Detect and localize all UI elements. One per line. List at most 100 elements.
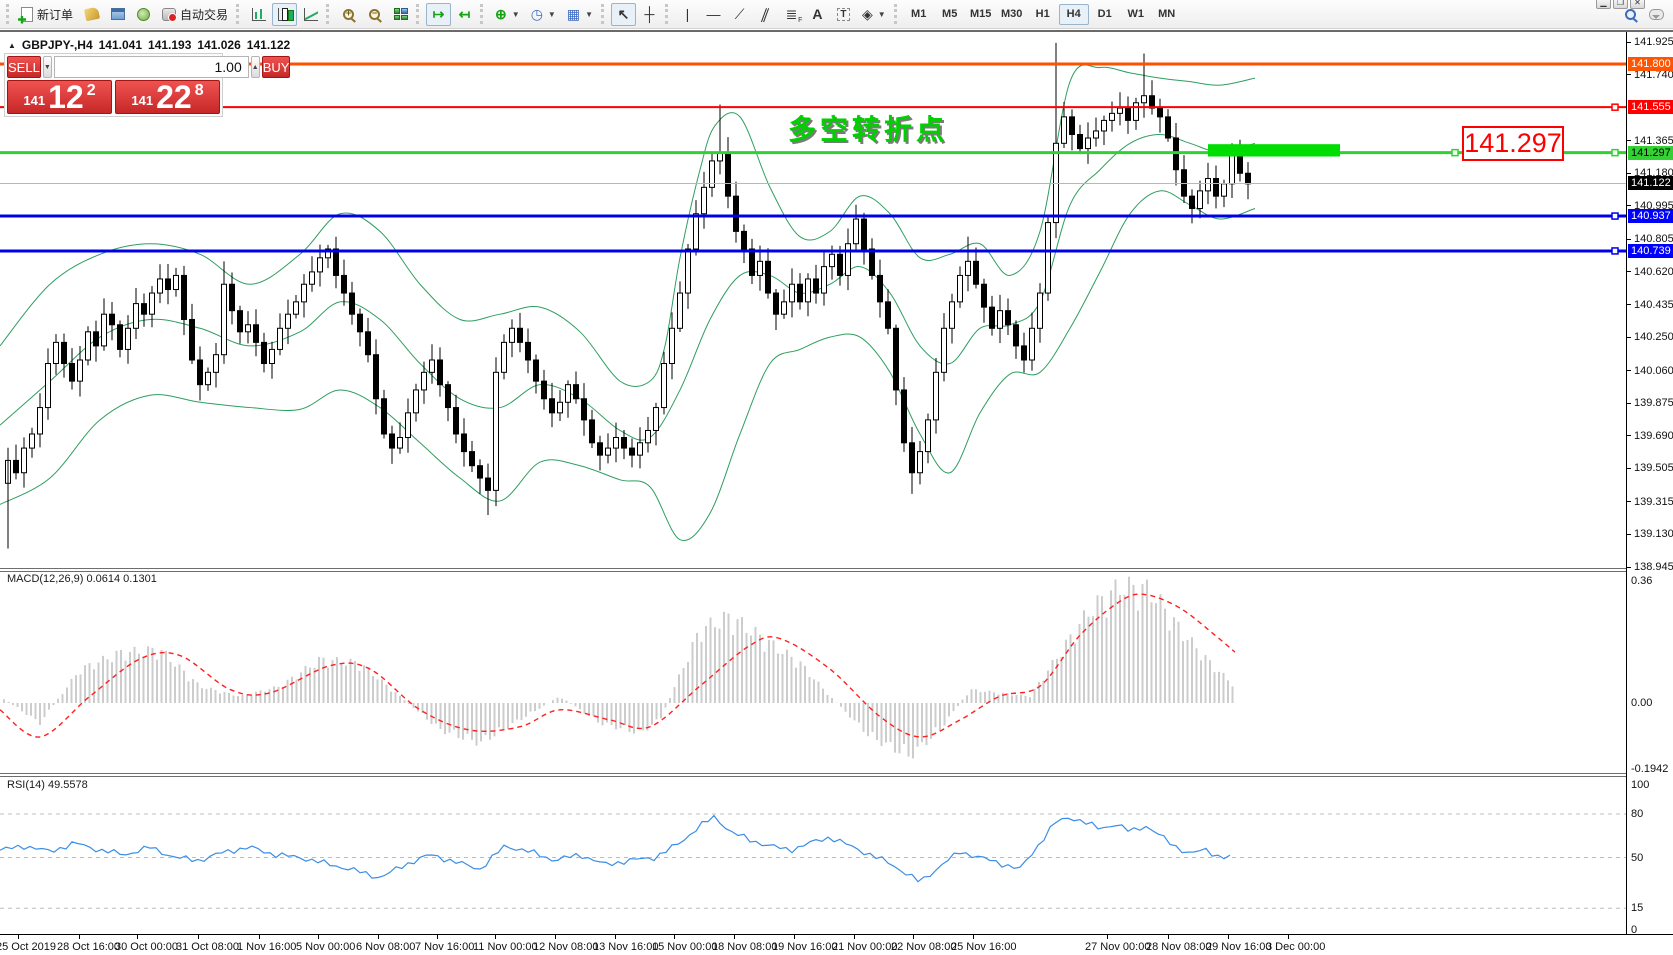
rsi-pane[interactable]: [0, 777, 1626, 934]
timeframe-mn[interactable]: MN: [1158, 8, 1176, 20]
auto-scroll-button[interactable]: ↦: [426, 2, 452, 26]
toolbar-grip[interactable]: [600, 4, 606, 24]
equidistant-channel-icon: ∥: [759, 6, 772, 22]
buy-button[interactable]: BUY: [261, 56, 291, 78]
candles: [5, 42, 1251, 549]
timeframe-m15[interactable]: M15: [969, 8, 992, 20]
price-tick-label: 139.690: [1634, 429, 1673, 442]
sell-button[interactable]: SELL: [7, 56, 41, 78]
toolbar-grip[interactable]: [480, 4, 485, 24]
text-button[interactable]: A: [805, 3, 830, 26]
crosshair-button[interactable]: ┼: [637, 3, 662, 26]
line-handle[interactable]: [1611, 148, 1619, 157]
toolbar-grip[interactable]: [416, 4, 421, 24]
indicators-button[interactable]: ⊕ ▼: [490, 3, 525, 26]
arrow-objects-button[interactable]: ◈ ▼: [857, 3, 891, 26]
horizontal-line-icon: —: [706, 6, 721, 22]
price-tick-mark: [1627, 205, 1631, 207]
price-tick-label: 140.435: [1634, 298, 1673, 311]
candlestick-chart-button[interactable]: [272, 2, 298, 26]
new-chart-button[interactable]: [105, 3, 130, 26]
timeframe-d1[interactable]: D1: [1097, 8, 1112, 20]
bollinger-middle-band: [0, 133, 1256, 441]
price-axis[interactable]: 141.925 141.740 141.365 141.180 140.995 140.8…: [1626, 32, 1673, 936]
toolbar-grip[interactable]: [893, 4, 899, 24]
time-axis[interactable]: 25 Oct 2019 28 Oct 16:00 30 Oct 00:00 31 Oc…: [0, 934, 1673, 955]
toolbar-grip[interactable]: [6, 4, 11, 24]
signals-button[interactable]: [131, 3, 156, 26]
autotrading-button[interactable]: 自动交易: [157, 3, 233, 26]
chart-ohlc-header: ▲ GBPJPY-,H4 141.041 141.193 141.026 141…: [8, 38, 290, 52]
price-tick-label: 139.315: [1634, 495, 1673, 508]
time-tick-label: 11 Nov 00:00: [473, 941, 538, 953]
chart-shift-button[interactable]: ↤: [452, 3, 477, 26]
toolbar-grip[interactable]: [236, 4, 241, 24]
restore-window-button[interactable]: ❐: [1613, 0, 1628, 9]
channel-button[interactable]: ∥: [753, 3, 778, 26]
line-chart-button[interactable]: [298, 3, 323, 26]
zoom-out-button[interactable]: −: [362, 3, 387, 26]
timeframe-h1[interactable]: H1: [1035, 8, 1050, 20]
turning-point-annotation[interactable]: 多空转折点: [788, 114, 949, 145]
price-tick-label: 139.130: [1634, 528, 1673, 541]
line-handle[interactable]: [1451, 148, 1459, 157]
time-tick-mark: [18, 935, 19, 939]
line-handle[interactable]: [1611, 247, 1619, 255]
time-tick-mark: [734, 935, 735, 939]
new-order-icon: [21, 6, 33, 22]
horizontal-line-button[interactable]: —: [701, 3, 726, 26]
time-tick-label: 7 Nov 16:00: [415, 941, 475, 953]
volume-increase-button[interactable]: ▲: [250, 56, 260, 78]
price-callout-box[interactable]: 141.297: [1462, 126, 1564, 161]
templates-button[interactable]: ▦ ▼: [562, 3, 598, 26]
buy-price-button[interactable]: 141 22 8: [115, 80, 220, 114]
chat-button[interactable]: [1644, 3, 1669, 26]
collapse-trade-panel-icon[interactable]: ▲: [8, 40, 16, 50]
buy-price-pip: 8: [194, 82, 204, 99]
new-order-button[interactable]: 新订单: [16, 3, 78, 26]
minimize-window-button[interactable]: ▁: [1596, 0, 1611, 9]
periods-button[interactable]: ◷ ▼: [526, 3, 561, 26]
zoom-in-button[interactable]: +: [336, 3, 361, 26]
time-tick-label: 25 Nov 16:00: [951, 941, 1017, 953]
fibonacci-button[interactable]: ≣ F: [779, 3, 804, 26]
support-zone-rectangle[interactable]: [1208, 144, 1340, 157]
timeframe-h4[interactable]: H4: [1058, 3, 1089, 25]
price-tick-mark: [1627, 172, 1631, 174]
price-tick-label: 140.060: [1634, 364, 1673, 377]
chart-window[interactable]: ▲ GBPJPY-,H4 141.041 141.193 141.026 141…: [0, 30, 1673, 955]
trendline-button[interactable]: ⟋: [727, 3, 752, 26]
metaeditor-button[interactable]: [79, 3, 104, 26]
bar-chart-button[interactable]: [246, 3, 271, 26]
text-label-button[interactable]: T: [831, 3, 856, 26]
pane-splitter[interactable]: [0, 773, 1673, 777]
tile-windows-button[interactable]: [388, 3, 413, 26]
chevron-down-icon: ▼: [877, 9, 886, 19]
toolbar-grip[interactable]: [664, 4, 670, 24]
search-button[interactable]: [1618, 3, 1643, 26]
close-window-button[interactable]: ✕: [1630, 0, 1645, 9]
price-tick-mark: [1627, 238, 1631, 240]
volume-input[interactable]: [53, 56, 249, 78]
macd-pane[interactable]: [0, 572, 1626, 773]
vertical-line-button[interactable]: |: [675, 3, 700, 26]
timeframe-w1[interactable]: W1: [1127, 8, 1144, 20]
line-handle[interactable]: [1611, 103, 1619, 111]
text-label-icon: T: [837, 7, 850, 21]
pane-splitter[interactable]: [0, 568, 1673, 572]
cursor-button[interactable]: ↖: [610, 2, 636, 26]
sell-price-button[interactable]: 141 12 2: [7, 80, 112, 114]
price-tick-mark: [1627, 402, 1631, 404]
main-price-pane[interactable]: [0, 32, 1626, 568]
timeframe-m30[interactable]: M30: [1000, 8, 1023, 20]
volume-decrease-button[interactable]: ▼: [42, 56, 52, 78]
timeframe-m5[interactable]: M5: [942, 8, 958, 20]
trendline-icon: ⟋: [734, 6, 745, 22]
timeframe-m1[interactable]: M1: [911, 8, 927, 20]
bollinger-lower-band: [0, 190, 1256, 542]
line-handle[interactable]: [1611, 212, 1619, 220]
price-tick-mark: [1627, 435, 1631, 437]
chevron-down-icon: ▼: [547, 9, 556, 19]
low-value: 141.026: [197, 38, 241, 52]
toolbar-grip[interactable]: [326, 4, 331, 24]
